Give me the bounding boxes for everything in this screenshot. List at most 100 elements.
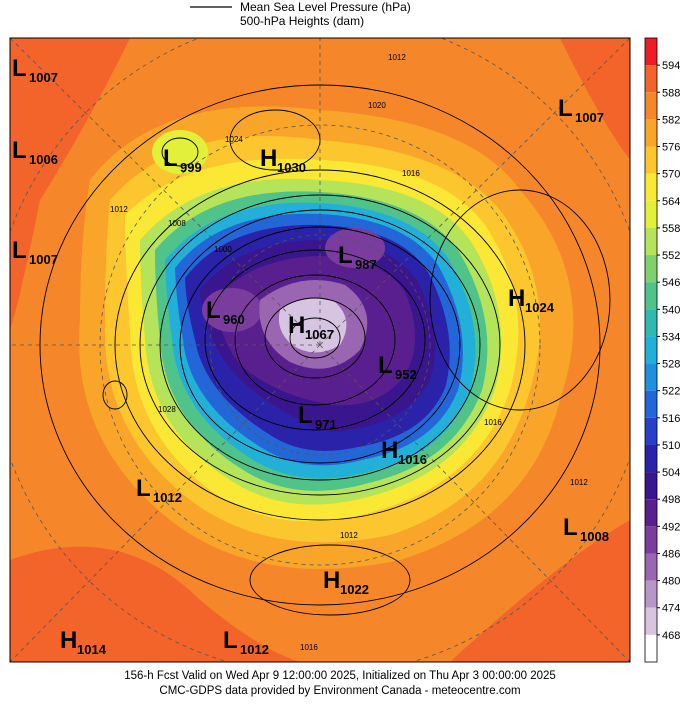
colorbar-bin (645, 119, 657, 147)
isobar-label: 1012 (340, 531, 358, 540)
center-type: L (558, 95, 573, 122)
colorbar-bin (645, 580, 657, 608)
center-type: L (223, 627, 238, 654)
colorbar-bin (645, 444, 657, 473)
map-frame (9, 37, 631, 663)
center-pressure: 1016 (398, 452, 427, 467)
center-pressure: 1030 (277, 160, 306, 175)
colorbar-tick-label: 576 (662, 142, 680, 154)
colorbar-bin (645, 173, 657, 201)
colorbar-bin (645, 336, 657, 364)
colorbar-bin (645, 553, 657, 581)
colorbar-bin (645, 526, 657, 554)
center-pressure: 1067 (305, 327, 334, 342)
center-pressure: 1007 (575, 110, 604, 125)
center-type: L (563, 514, 578, 541)
colorbar-tick-label: 492 (662, 521, 680, 533)
center-pressure: 952 (395, 367, 417, 382)
colorbar-tick-label: 498 (662, 494, 680, 506)
center-type: H (60, 627, 77, 654)
isobar-label: 1012 (110, 205, 128, 214)
colorbar-bin (645, 417, 657, 445)
isobar-label: 1020 (368, 101, 386, 110)
center-pressure: 1022 (340, 582, 369, 597)
colorbar-tick-label: 534 (662, 331, 680, 343)
colorbar-tick-label: 594 (662, 60, 680, 72)
isobar-label: 1028 (158, 405, 176, 414)
isobar-label: 1012 (388, 53, 406, 62)
colorbar-bin (645, 363, 657, 391)
center-type: L (12, 55, 27, 82)
colorbar-bin (645, 38, 657, 66)
center-pressure: 1012 (153, 490, 182, 505)
colorbar-tick-label: 570 (662, 169, 680, 181)
colorbar-tick-label: 582 (662, 114, 680, 126)
center-pressure: 1007 (29, 252, 58, 267)
center-pressure: 1014 (77, 642, 107, 657)
colorbar-tick-label: 546 (662, 277, 680, 289)
colorbar-frame (644, 37, 658, 663)
center-type: H (288, 312, 305, 339)
colorbar-tick-label: 486 (662, 548, 680, 560)
isobar-label: 1016 (484, 418, 502, 427)
footer-line-1: 156-h Fcst Valid on Wed Apr 9 12:00:00 2… (124, 670, 556, 682)
center-type: H (323, 567, 340, 594)
colorbar-bin (645, 472, 657, 500)
center-pressure: 1006 (29, 152, 58, 167)
isobar-label: 1016 (402, 169, 420, 178)
center-type: H (508, 285, 525, 312)
center-type: L (163, 145, 178, 172)
center-type: L (378, 352, 393, 379)
colorbar-tick-label: 540 (662, 304, 680, 316)
center-pressure: 1007 (29, 70, 58, 85)
center-type: H (260, 145, 277, 172)
center-type: L (298, 402, 313, 429)
center-type: H (381, 437, 398, 464)
map-field (10, 38, 630, 662)
isobar-label: 1012 (570, 478, 588, 487)
colorbar-bin (645, 607, 657, 635)
isobar-labels: 1012 1020 1024 1016 1012 1008 1000 1028 1016 1012… (110, 53, 588, 652)
footer-line-2: CMC-GDPS data provided by Environment Ca… (159, 685, 520, 697)
colorbar-tick-label: 558 (662, 223, 680, 235)
center-type: L (338, 242, 353, 269)
isobar-label: 1008 (168, 219, 186, 228)
center-pressure: 971 (315, 417, 337, 432)
isobar-label: 1024 (225, 135, 243, 144)
colorbar-bin (645, 227, 657, 256)
center-type: L (12, 137, 27, 164)
center-pressure: 1008 (580, 529, 609, 544)
colorbar-bin (645, 634, 657, 662)
colorbar-bin (645, 200, 657, 228)
isobar-label: 1000 (214, 245, 232, 254)
colorbar-bin (645, 255, 657, 283)
center-pressure: 1012 (240, 642, 269, 657)
colorbar-bin (645, 92, 657, 120)
colorbar-tick-label: 510 (662, 440, 680, 452)
colorbar-tick-label: 528 (662, 359, 680, 371)
colorbar-tick-label: 480 (662, 576, 680, 588)
colorbar: 594 588 582 576 570 564 558 552 546 540 534 528 522 5… (644, 37, 680, 663)
center-type: L (136, 475, 151, 502)
colorbar-tick-label: 564 (662, 196, 680, 208)
center-pressure: 960 (223, 312, 245, 327)
colorbar-tick-label: 468 (662, 630, 680, 642)
colorbar-tick-label: 516 (662, 413, 680, 425)
colorbar-bin (645, 146, 657, 174)
colorbar-tick-label: 552 (662, 250, 680, 262)
colorbar-bin (645, 390, 657, 418)
center-pressure: 999 (180, 160, 202, 175)
center-pressure: 987 (355, 257, 377, 272)
colorbar-bin (645, 499, 657, 527)
colorbar-tick-label: 474 (662, 603, 680, 615)
colorbar-bin (645, 65, 657, 93)
center-pressure: 1024 (525, 300, 555, 315)
colorbar-bin (645, 309, 657, 337)
colorbar-bin (645, 282, 657, 310)
legend-heights: 500-hPa Heights (dam) (240, 14, 364, 28)
center-type: L (206, 297, 221, 324)
colorbar-tick-label: 522 (662, 386, 680, 398)
center-type: L (12, 237, 27, 264)
